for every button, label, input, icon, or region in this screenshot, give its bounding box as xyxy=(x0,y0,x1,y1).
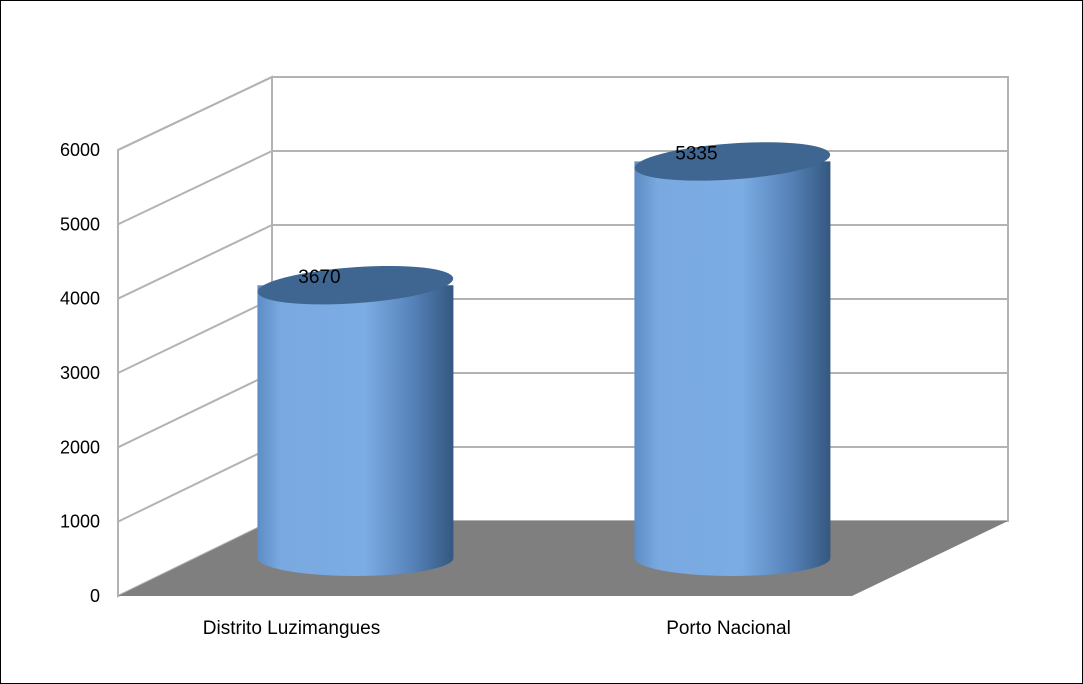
gridline-side xyxy=(117,446,273,523)
x-category-label: Distrito Luzimangues xyxy=(203,618,380,639)
chart-floor xyxy=(118,521,1008,596)
x-axis-categories: Distrito Luzimangues Porto Nacional xyxy=(203,618,791,639)
bar-body xyxy=(257,285,454,576)
y-tick-label: 1000 xyxy=(60,512,100,532)
x-category-label: Porto Nacional xyxy=(666,618,791,639)
y-axis-ticks: 0 1000 2000 3000 4000 5000 6000 xyxy=(60,140,100,606)
y-tick-label: 4000 xyxy=(60,289,100,309)
y-tick-label: 5000 xyxy=(60,214,100,234)
y-tick-label: 0 xyxy=(90,586,100,606)
gridline-side xyxy=(117,224,273,300)
floor-plane xyxy=(118,521,1008,596)
gridline-side xyxy=(117,150,273,226)
bar: 5335 xyxy=(634,142,831,576)
data-label: 3670 xyxy=(298,267,340,288)
bar: 3670 xyxy=(257,265,454,576)
y-tick-label: 2000 xyxy=(60,437,100,457)
data-label: 5335 xyxy=(675,143,717,164)
gridline-side xyxy=(117,298,273,374)
gridline-side xyxy=(117,76,273,151)
bar-top xyxy=(634,142,831,181)
bars: 3670 5335 xyxy=(257,142,831,576)
y-tick-label: 6000 xyxy=(60,140,100,160)
gridline-side xyxy=(117,372,273,449)
chart-walls xyxy=(117,75,1009,598)
bar-top xyxy=(257,265,454,305)
y-tick-label: 3000 xyxy=(60,363,100,383)
bar-body xyxy=(634,161,831,576)
